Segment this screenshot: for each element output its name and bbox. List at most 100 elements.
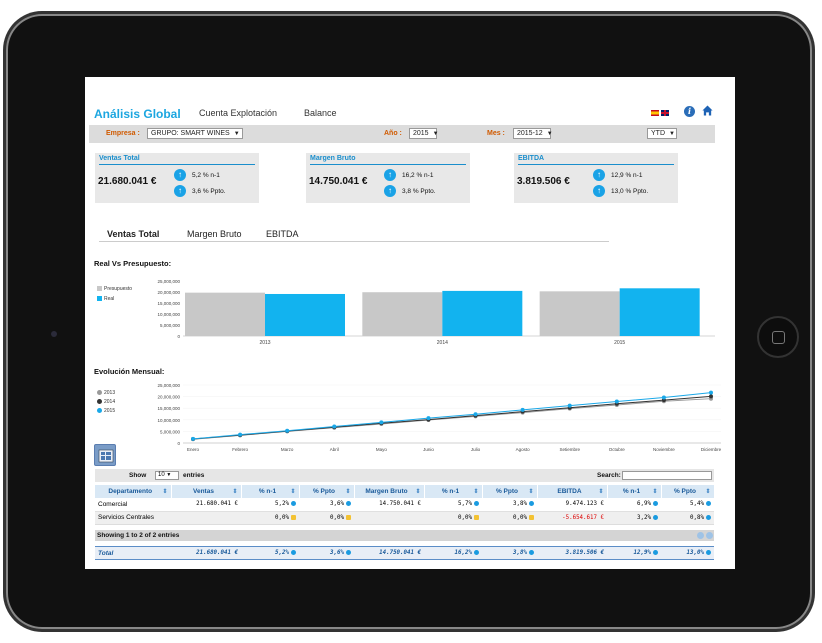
warning-icon	[346, 514, 351, 520]
spanish-flag-icon[interactable]	[651, 110, 659, 116]
mes-select[interactable]: 2015-12 ▼	[513, 128, 553, 139]
total-value: 3,8%	[482, 546, 537, 560]
period-select[interactable]: YTD ▼	[647, 128, 677, 139]
prev-page-button[interactable]	[697, 532, 704, 539]
total-value: 14.750.041 €	[354, 546, 424, 560]
legend-real: Real	[97, 296, 114, 302]
chevron-down-icon: ▼	[669, 131, 675, 137]
next-page-button[interactable]	[706, 532, 713, 539]
total-label: Total	[95, 546, 171, 560]
y-tick-label: 10,000,000	[157, 312, 180, 317]
total-value: 3,6%	[299, 546, 354, 560]
x-tick-label: 2015	[614, 340, 625, 346]
chart-title-real-vs-presupuesto: Real Vs Presupuesto:	[94, 259, 172, 268]
anio-select[interactable]: 2015 ▼	[409, 128, 439, 139]
x-tick-label: Diciembre	[701, 447, 722, 452]
home-icon[interactable]	[702, 105, 713, 116]
kpi-ventas: Ventas Total 21.680.041 € ↑ 5,2 % n-1 ↑ …	[95, 153, 259, 203]
arrow-up-icon	[653, 501, 658, 507]
column-header[interactable]: Ventas ⇕	[171, 485, 242, 498]
x-tick-label: Enero	[187, 447, 200, 452]
value-cell: 6,9%	[607, 498, 661, 512]
tab-ebitda[interactable]: EBITDA	[266, 229, 299, 239]
x-tick-label: 2014	[437, 340, 448, 346]
arrow-up-icon	[474, 550, 479, 555]
legend-presupuesto: Presupuesto	[97, 286, 132, 292]
arrow-up-icon	[346, 501, 351, 507]
value-cell: 5,2%	[241, 498, 299, 512]
arrow-up-icon	[706, 514, 711, 520]
mes-label: Mes :	[487, 130, 505, 137]
page-title: Análisis Global	[94, 107, 181, 121]
kpi-value: 21.680.041 €	[98, 176, 157, 187]
total-value: 13,0%	[661, 546, 714, 560]
camera	[51, 331, 57, 337]
anio-label: Año :	[384, 130, 402, 137]
x-tick-label: Marzo	[281, 447, 294, 452]
point-2015	[661, 395, 666, 400]
series-line-2014	[192, 395, 712, 440]
table-header-row: Departamento ⇕ Ventas ⇕% n-1 ⇕% Ppto ⇕ Margen …	[95, 485, 715, 498]
value-cell: 0,0%	[482, 511, 537, 525]
column-header[interactable]: % Ppto ⇕	[299, 485, 355, 498]
arrow-up-icon: ↑	[593, 185, 605, 197]
bar-chart: 0 5,000,000 10,000,000 15,000,000 20,000,000…	[157, 279, 715, 346]
entries-select[interactable]: 10 ▼	[155, 471, 179, 480]
bar-real	[619, 288, 700, 336]
value-cell: 5,4%	[661, 498, 714, 512]
column-header[interactable]: EBITDA ⇕	[537, 485, 608, 498]
search-input[interactable]	[622, 471, 712, 480]
table-info: Showing 1 to 2 of 2 entries	[97, 532, 180, 539]
home-button[interactable]	[757, 316, 799, 358]
tab-ventas-total[interactable]: Ventas Total	[107, 229, 160, 239]
tab-margen-bruto[interactable]: Margen Bruto	[187, 229, 242, 239]
total-value: 16,2%	[424, 546, 482, 560]
department-cell: Comercial	[95, 498, 171, 512]
point-2015	[567, 403, 572, 408]
bar-presupuesto	[185, 292, 265, 336]
arrow-up-icon	[291, 501, 296, 507]
legend-2014: 2014	[97, 399, 115, 405]
point-2015	[332, 424, 337, 429]
bar-real	[265, 293, 345, 336]
column-header[interactable]: % n-1 ⇕	[424, 485, 483, 498]
column-header[interactable]: Departamento ⇕	[95, 485, 172, 498]
english-flag-icon[interactable]	[661, 110, 669, 116]
nav-cuenta-explotacion[interactable]: Cuenta Explotación	[199, 108, 278, 118]
nav-balance[interactable]: Balance	[304, 108, 337, 118]
column-header[interactable]: Margen Bruto ⇕	[354, 485, 425, 498]
point-2015	[614, 399, 619, 404]
table-row[interactable]: Comercial 21.680.041 €5,2% 3,6% 14.750.041 …	[95, 498, 714, 512]
total-value: 12,9%	[607, 546, 661, 560]
series-line-2015	[192, 392, 712, 440]
x-tick-label: Junio	[423, 447, 434, 452]
column-header[interactable]: % Ppto ⇕	[661, 485, 715, 498]
kpi-title: EBITDA	[518, 155, 545, 162]
point-2015	[520, 407, 525, 412]
export-icon[interactable]	[94, 444, 116, 466]
column-header[interactable]: % Ppto ⇕	[482, 485, 538, 498]
y-tick-label: 15,000,000	[157, 301, 180, 306]
x-tick-label: Julio	[471, 447, 481, 452]
kpi-stat-ppto: 3,6 % Ppto.	[192, 188, 226, 195]
x-tick-label: Noviembre	[653, 447, 675, 452]
value-cell	[354, 511, 424, 525]
point-2015	[285, 428, 290, 433]
arrow-up-icon	[291, 550, 296, 555]
column-header[interactable]: % n-1 ⇕	[607, 485, 662, 498]
kpi-value: 3.819.506 €	[517, 176, 570, 187]
value-cell: 3,6%	[299, 498, 354, 512]
arrow-up-icon	[474, 501, 479, 507]
arrow-up-icon	[706, 550, 711, 555]
table-row[interactable]: Servicios Centrales 0,0% 0,0% 0,0% 0,0% -5.65…	[95, 511, 714, 525]
empresa-select[interactable]: GRUPO: SMART WINES ▼	[147, 128, 243, 139]
value-cell: 0,0%	[424, 511, 482, 525]
column-header[interactable]: % n-1 ⇕	[241, 485, 300, 498]
kpi-title: Margen Bruto	[310, 155, 356, 162]
legend-2013: 2013	[97, 390, 115, 396]
value-cell: 0,0%	[241, 511, 299, 525]
total-value: 5,2%	[241, 546, 299, 560]
table-toolbar: Show 10 ▼ entries Search:	[95, 469, 714, 482]
info-icon[interactable]: i	[684, 106, 695, 117]
data-table: Departamento ⇕ Ventas ⇕% n-1 ⇕% Ppto ⇕ Margen …	[95, 485, 715, 525]
